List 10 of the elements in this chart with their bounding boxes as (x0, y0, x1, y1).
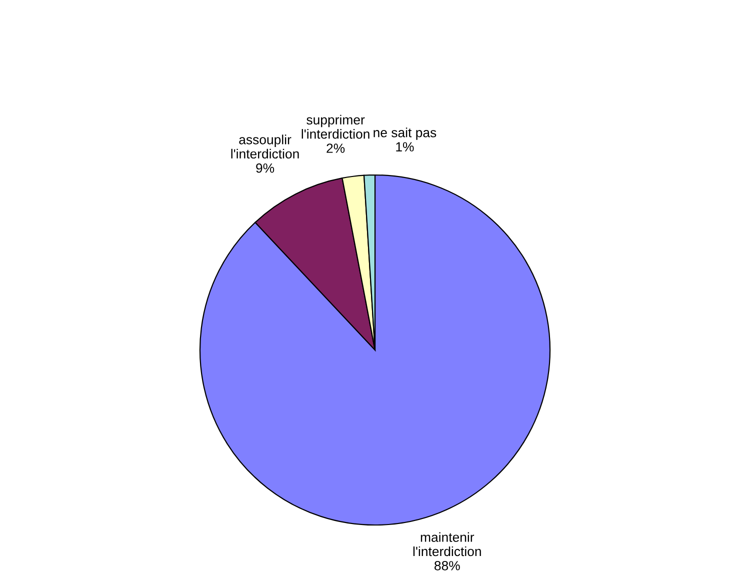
data-label: 2% (326, 144, 345, 153)
slice-label: ne sait pas (374, 128, 436, 140)
pie-slice (254, 178, 376, 351)
slice-label: maintenir l'interdiction (413, 532, 481, 556)
data-label: 88% (434, 561, 460, 570)
slice-label: supprimer l'interdiction (302, 114, 370, 139)
pie-slice (199, 174, 551, 526)
slice-label: assouplir l'interdiction (231, 134, 299, 159)
data-label: 9% (256, 163, 274, 173)
data-label: 1% (396, 142, 414, 152)
